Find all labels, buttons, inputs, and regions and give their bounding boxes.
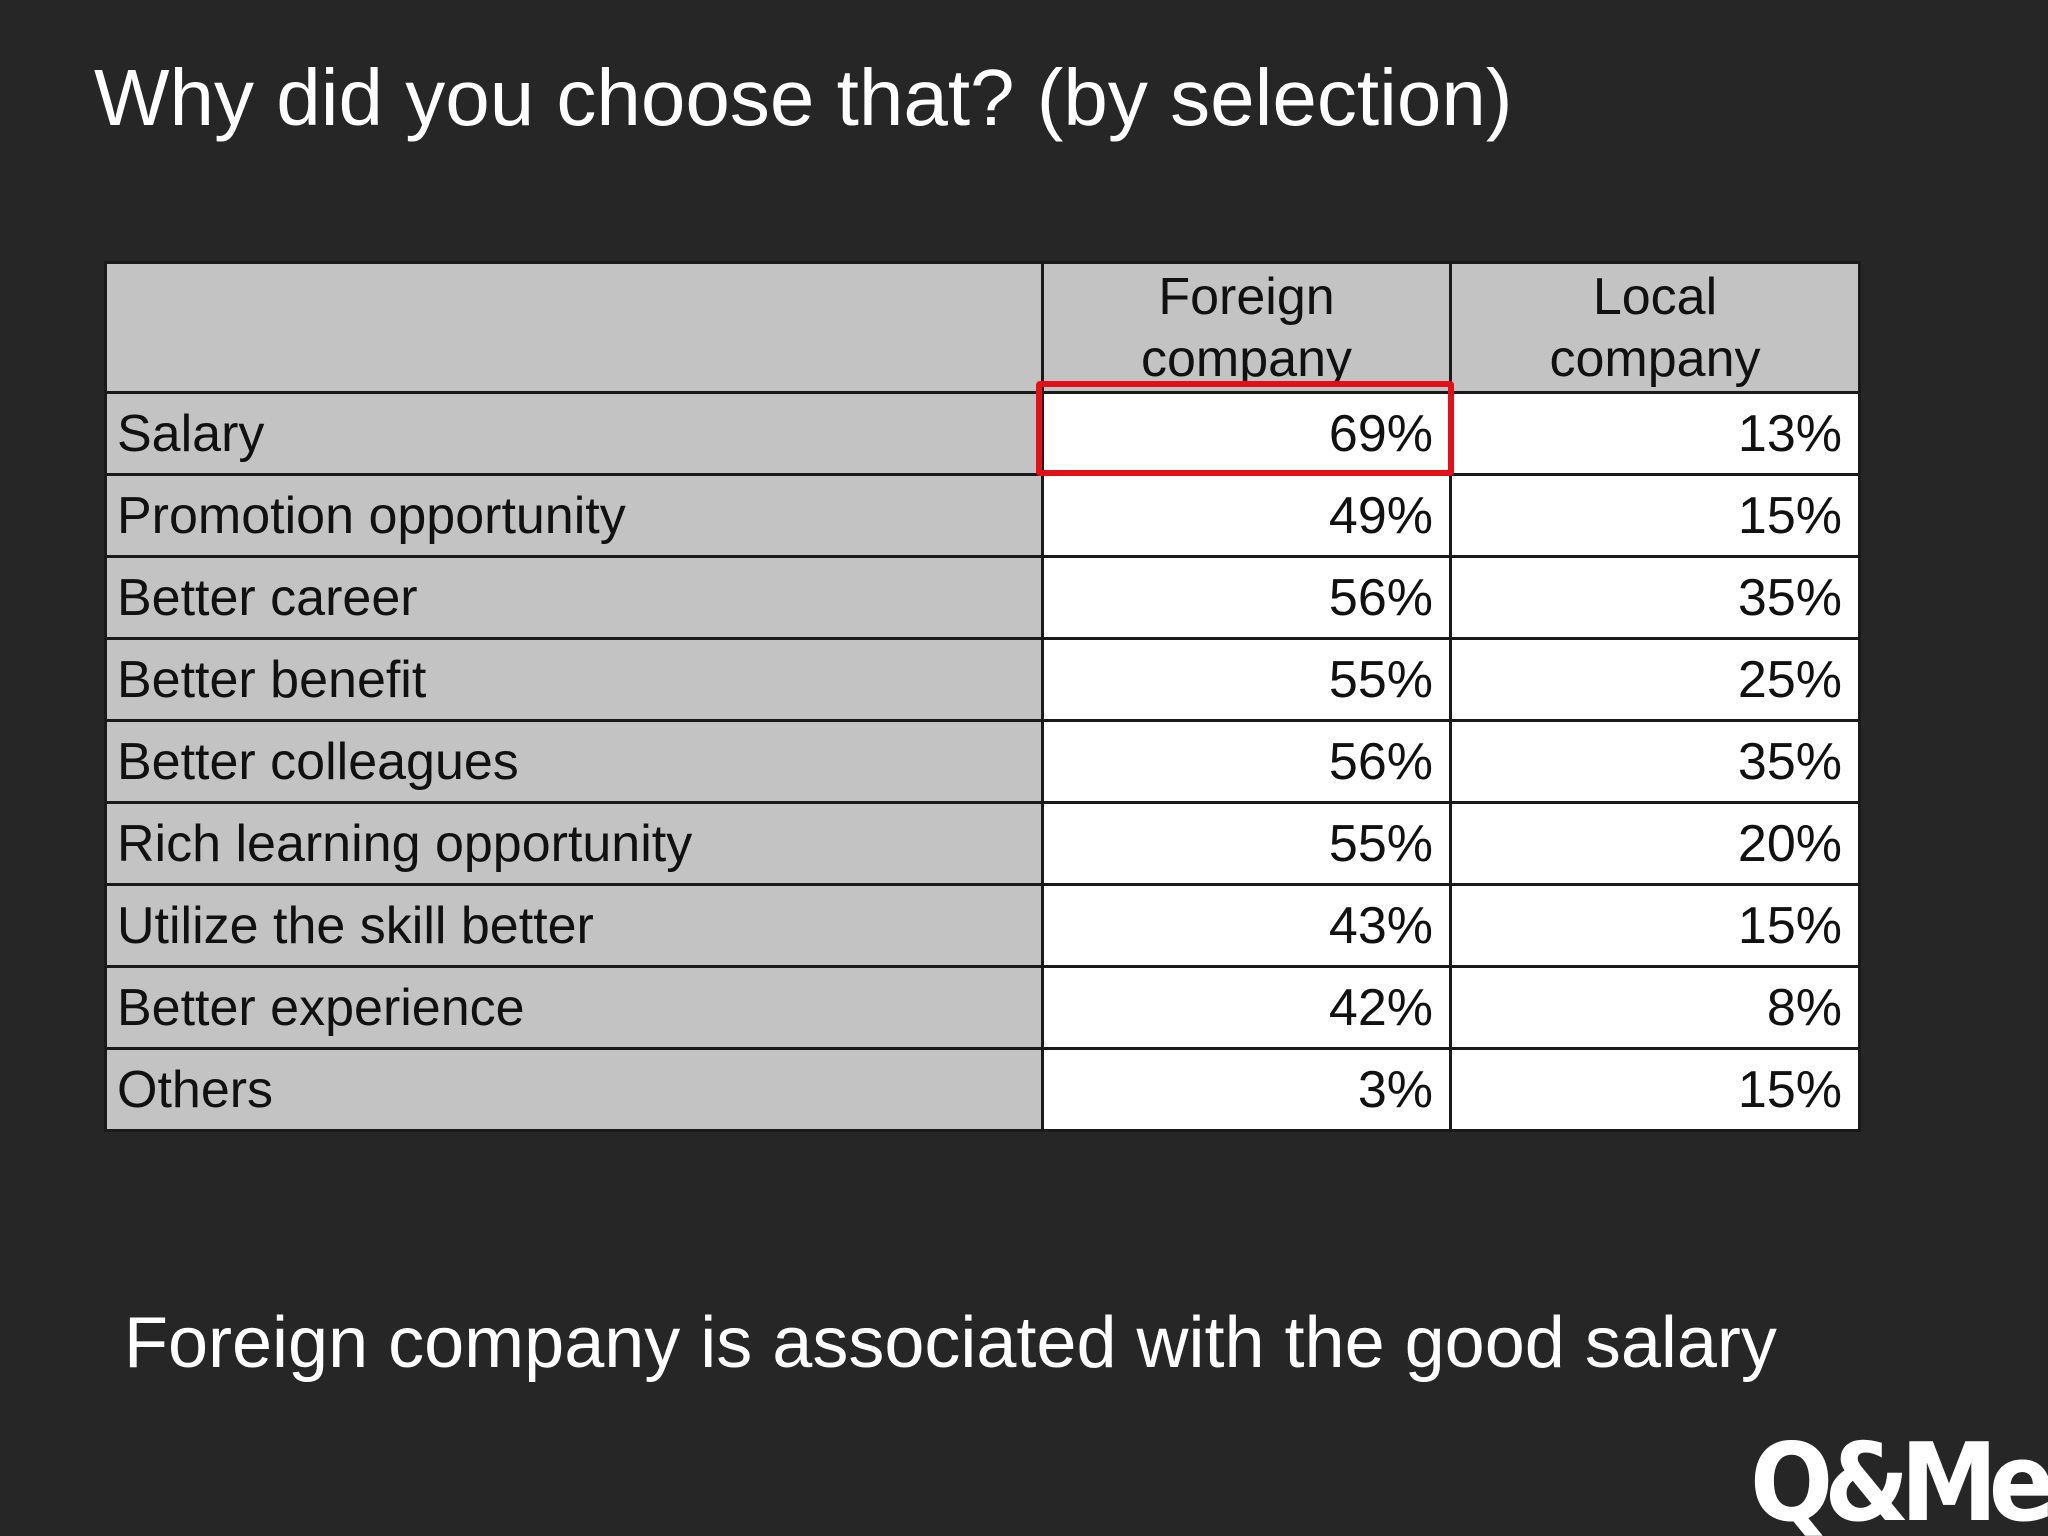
row-label: Better career: [104, 555, 1044, 640]
foreign-value: 55%: [1041, 801, 1452, 886]
table-row: Better benefit 55% 25%: [104, 637, 1861, 722]
foreign-value: 42%: [1041, 965, 1452, 1050]
row-label: Promotion opportunity: [104, 473, 1044, 558]
row-label: Better benefit: [104, 637, 1044, 722]
foreign-value: 43%: [1041, 883, 1452, 968]
qme-logo: Q&Me: [1748, 1420, 2048, 1536]
local-value: 15%: [1449, 473, 1861, 558]
survey-table: Foreign company Local company Salary 69%…: [104, 261, 1861, 1132]
row-label: Utilize the skill better: [104, 883, 1044, 968]
table-row: Salary 69% 13%: [104, 391, 1861, 476]
slide-title: Why did you choose that? (by selection): [94, 53, 1513, 142]
table-row: Utilize the skill better 43% 15%: [104, 883, 1861, 968]
table-header-row: Foreign company Local company: [104, 261, 1861, 394]
table-row: Rich learning opportunity 55% 20%: [104, 801, 1861, 886]
local-value: 35%: [1449, 555, 1861, 640]
qme-logo-text: Q&Me: [1750, 1421, 2048, 1536]
foreign-value: 55%: [1041, 637, 1452, 722]
foreign-value: 3%: [1041, 1047, 1452, 1132]
local-value: 13%: [1449, 391, 1861, 476]
row-label: Better experience: [104, 965, 1044, 1050]
header-local-company-label: Local company: [1549, 267, 1761, 388]
header-foreign-company: Foreign company: [1041, 261, 1452, 394]
table-row: Others 3% 15%: [104, 1047, 1861, 1132]
foreign-value: 56%: [1041, 555, 1452, 640]
table-row: Better experience 42% 8%: [104, 965, 1861, 1050]
local-value: 8%: [1449, 965, 1861, 1050]
row-label: Others: [104, 1047, 1044, 1132]
local-value: 25%: [1449, 637, 1861, 722]
table-row: Promotion opportunity 49% 15%: [104, 473, 1861, 558]
table-row: Better colleagues 56% 35%: [104, 719, 1861, 804]
local-value: 15%: [1449, 883, 1861, 968]
local-value: 35%: [1449, 719, 1861, 804]
row-label: Rich learning opportunity: [104, 801, 1044, 886]
local-value: 15%: [1449, 1047, 1861, 1132]
row-label: Salary: [104, 391, 1044, 476]
foreign-value: 69%: [1041, 391, 1452, 476]
local-value: 20%: [1449, 801, 1861, 886]
header-blank-cell: [104, 261, 1044, 394]
slide-caption: Foreign company is associated with the g…: [124, 1303, 1777, 1383]
foreign-value: 49%: [1041, 473, 1452, 558]
header-local-company: Local company: [1449, 261, 1861, 394]
table-row: Better career 56% 35%: [104, 555, 1861, 640]
foreign-value: 56%: [1041, 719, 1452, 804]
row-label: Better colleagues: [104, 719, 1044, 804]
header-foreign-company-label: Foreign company: [1141, 267, 1352, 388]
